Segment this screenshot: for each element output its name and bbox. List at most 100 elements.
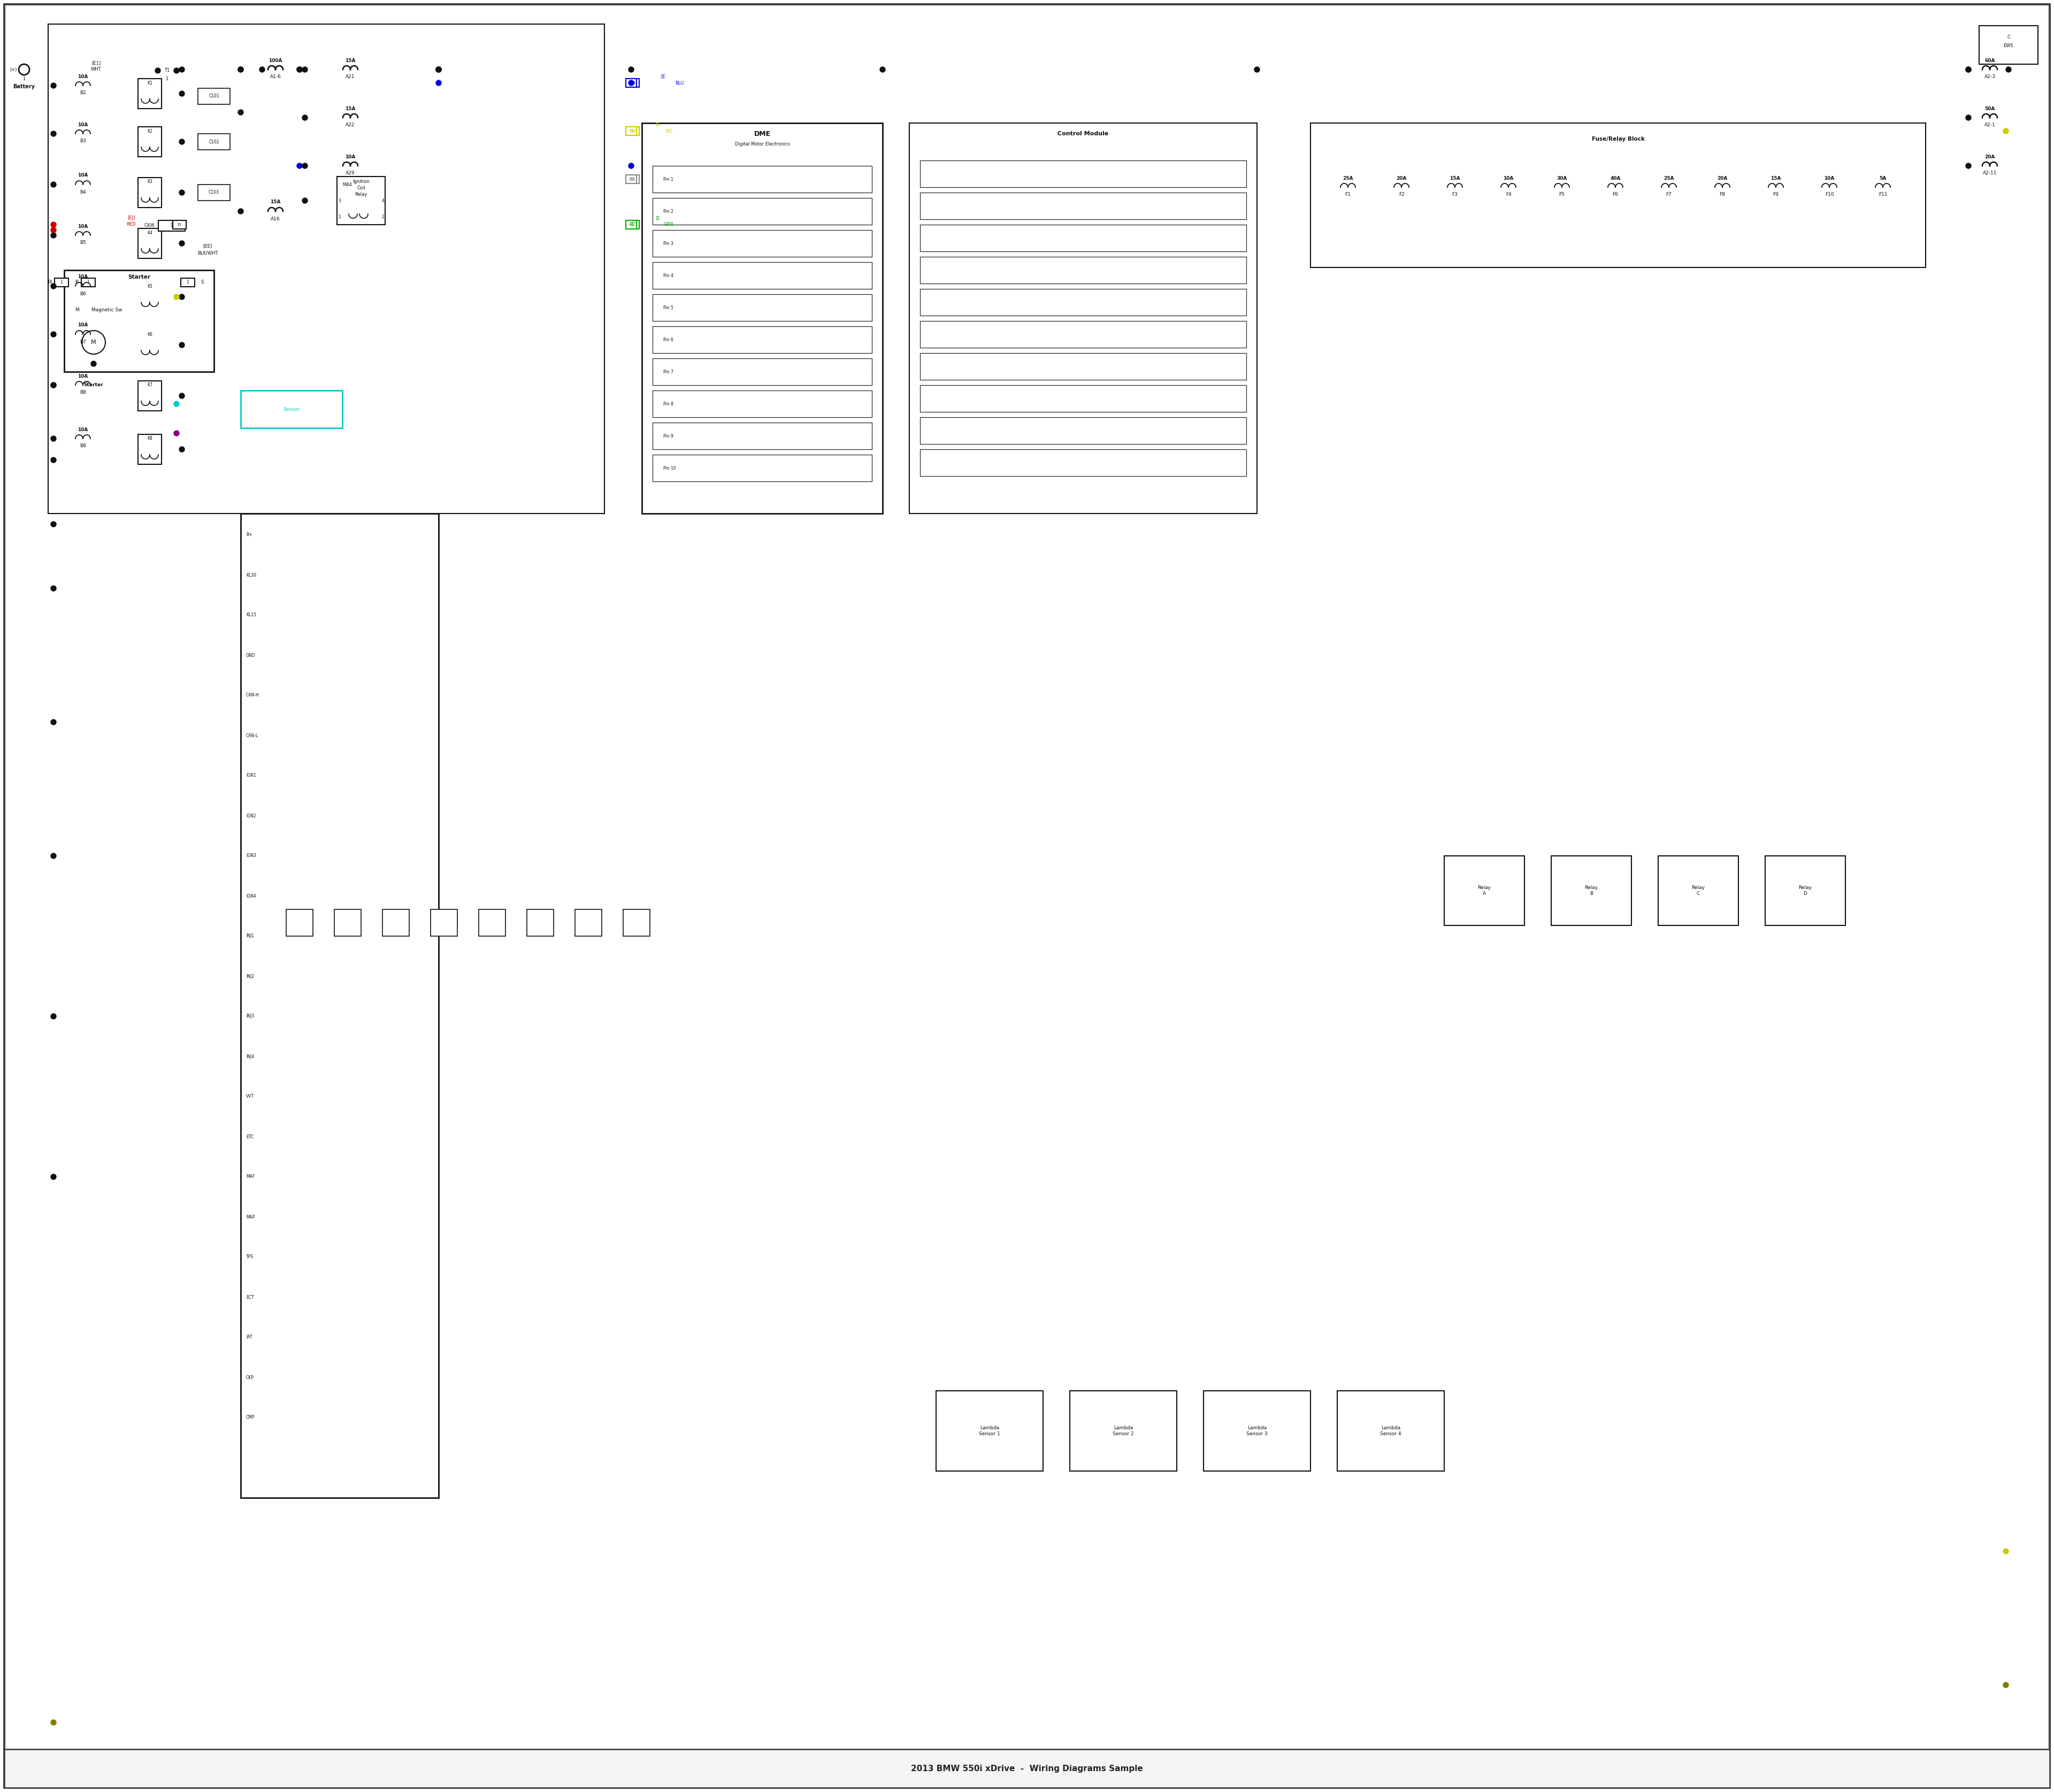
Text: M: M (90, 340, 97, 346)
Bar (1204, 1391, 1310, 1471)
Circle shape (51, 586, 55, 591)
Text: GRN: GRN (663, 222, 674, 228)
Bar (653, 197, 871, 224)
Bar (197, 185, 230, 201)
Text: Pin 9: Pin 9 (663, 434, 674, 439)
Circle shape (51, 222, 55, 228)
Text: K3: K3 (148, 179, 152, 185)
Text: YEL: YEL (665, 129, 672, 133)
Circle shape (51, 82, 55, 88)
Circle shape (1255, 66, 1259, 72)
Text: Relay
D: Relay D (1799, 885, 1812, 896)
Text: KL15: KL15 (246, 613, 257, 618)
Text: DME: DME (754, 131, 770, 138)
Text: 10A: 10A (78, 224, 88, 229)
Text: INJ1: INJ1 (246, 934, 255, 939)
Text: A1-6: A1-6 (269, 75, 281, 79)
Circle shape (302, 197, 308, 202)
Text: F11: F11 (1879, 192, 1888, 197)
Text: K2: K2 (148, 129, 152, 133)
Circle shape (175, 401, 179, 407)
Bar (622, 909, 649, 935)
Text: Ignition: Ignition (353, 179, 370, 185)
Bar (382, 909, 409, 935)
Text: 30A: 30A (1557, 176, 1567, 181)
Text: B6: B6 (80, 292, 86, 296)
Circle shape (51, 1720, 55, 1726)
Text: 4: 4 (382, 199, 384, 202)
Text: B9: B9 (80, 444, 86, 448)
Text: IGN2: IGN2 (246, 814, 257, 819)
Text: C406: C406 (144, 224, 156, 228)
Text: Pin 6: Pin 6 (663, 337, 674, 342)
Text: MAF: MAF (246, 1174, 255, 1179)
Bar (920, 256, 1247, 283)
Circle shape (175, 430, 179, 435)
Bar (626, 127, 639, 136)
Bar (626, 79, 639, 88)
Text: Battery: Battery (12, 84, 35, 90)
Circle shape (1966, 163, 1972, 168)
Text: Lambda
Sensor 3: Lambda Sensor 3 (1247, 1426, 1267, 1435)
Bar (626, 220, 637, 229)
Bar (920, 192, 1247, 219)
Text: 10A: 10A (78, 426, 88, 432)
Circle shape (435, 81, 442, 86)
Bar (653, 262, 871, 289)
Text: Pin 3: Pin 3 (663, 240, 674, 246)
Text: 1: 1 (60, 280, 64, 285)
Circle shape (435, 66, 442, 72)
Circle shape (90, 360, 97, 366)
Text: VVT: VVT (246, 1095, 255, 1098)
Circle shape (179, 446, 185, 452)
Text: B7: B7 (80, 339, 86, 344)
Text: 50A: 50A (1984, 106, 1994, 111)
Bar (653, 391, 871, 418)
Text: 1: 1 (170, 224, 173, 228)
Text: 59: 59 (629, 129, 635, 133)
Circle shape (302, 115, 308, 120)
Text: 59: 59 (629, 81, 635, 86)
Circle shape (302, 163, 308, 168)
Circle shape (2007, 66, 2011, 72)
Text: 10A: 10A (78, 375, 88, 378)
Text: Lambda
Sensor 4: Lambda Sensor 4 (1380, 1426, 1401, 1435)
Bar (479, 909, 505, 935)
Text: F8: F8 (1719, 192, 1725, 197)
Text: Pin 8: Pin 8 (663, 401, 674, 407)
Circle shape (2003, 129, 2009, 134)
Text: 10A: 10A (78, 174, 88, 177)
Circle shape (435, 66, 442, 72)
Text: C101: C101 (210, 93, 220, 99)
Text: 1: 1 (23, 77, 25, 82)
Text: Digital Motor Electronics: Digital Motor Electronics (735, 142, 789, 147)
Text: 2: 2 (382, 215, 384, 219)
Circle shape (175, 68, 179, 73)
Bar (920, 224, 1247, 251)
Circle shape (175, 294, 179, 299)
Circle shape (179, 294, 185, 299)
Text: 1: 1 (86, 280, 90, 285)
Text: 20A: 20A (1984, 154, 1994, 159)
Text: 15A: 15A (1771, 176, 1781, 181)
Bar (626, 127, 637, 136)
Circle shape (179, 240, 185, 246)
Text: 1: 1 (166, 77, 168, 82)
Circle shape (51, 283, 55, 289)
Text: IGN3: IGN3 (246, 853, 257, 858)
Circle shape (179, 392, 185, 398)
Text: 15A: 15A (1450, 176, 1460, 181)
Text: A2-3: A2-3 (1984, 75, 1994, 79)
Circle shape (629, 81, 635, 86)
Bar (138, 382, 162, 410)
Circle shape (51, 853, 55, 858)
Text: Relay
C: Relay C (1692, 885, 1705, 896)
Text: INJ3: INJ3 (246, 1014, 255, 1020)
Text: 15A: 15A (345, 106, 355, 111)
Text: Relay
A: Relay A (1477, 885, 1491, 896)
Text: C: C (2007, 36, 2011, 39)
Text: A21: A21 (345, 75, 355, 79)
Bar (653, 229, 871, 256)
Bar (158, 65, 177, 75)
Text: K1: K1 (148, 81, 152, 86)
